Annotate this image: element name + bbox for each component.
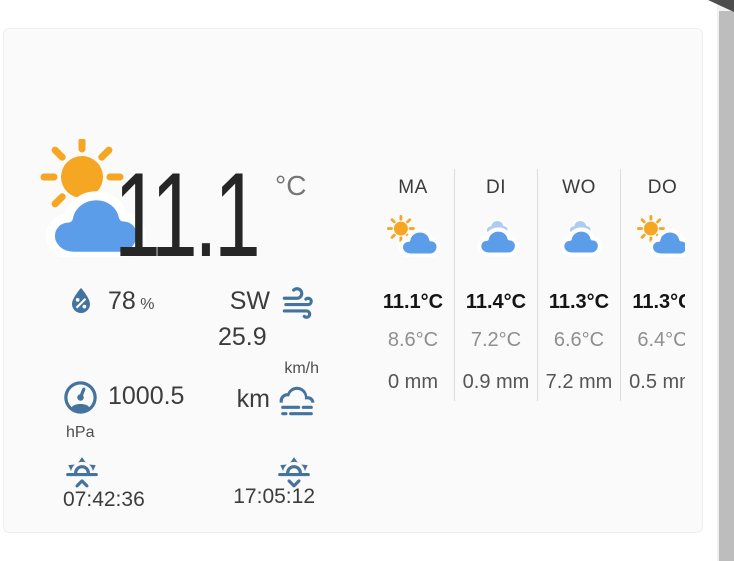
humidity-attribute: 78 %: [108, 287, 155, 316]
forecast-precipitation: 0.9 mm: [462, 371, 530, 393]
water-percent-icon: [63, 283, 99, 319]
current-temperature-unit: °C: [275, 170, 307, 201]
forecast-low-temp: 6.6°C: [553, 329, 605, 351]
forecast-column: MA 11.1°C 8.6°C 0 mm: [372, 169, 455, 401]
forecast-precipitation: 7.2 mm: [545, 371, 613, 393]
forecast-high-temp: 11.4°C: [465, 291, 527, 313]
forecast-precipitation: 0 mm: [388, 371, 438, 393]
forecast-column: WO 11.3°C 6.6°C 7.2 mm: [538, 169, 621, 401]
wind-speed: 25.9: [218, 323, 267, 351]
humidity-unit: %: [140, 296, 155, 313]
gauge-icon: [61, 378, 100, 417]
forecast-high-temp: 11.1°C: [382, 291, 444, 313]
sunrise-icon: [63, 454, 101, 492]
wind-direction: SW: [229, 287, 270, 315]
sunset-icon: [275, 454, 313, 492]
cloudy-icon: [538, 212, 620, 260]
partly-cloudy-icon: [34, 139, 166, 257]
visibility-unit: km: [236, 385, 270, 413]
forecast-day-label: MA: [398, 177, 428, 198]
wind-unit: km/h: [284, 360, 319, 377]
fog-icon: [278, 382, 316, 420]
scrollbar-thumb[interactable]: [719, 11, 734, 561]
sunrise-time: 07:42:36: [63, 488, 145, 511]
sunset-time: 17:05:12: [233, 485, 315, 508]
forecast-column: DO 11.3°C 6.4°C 0.5 mm: [621, 169, 685, 401]
pressure-unit: hPa: [66, 424, 95, 441]
vertical-scrollbar[interactable]: [717, 0, 734, 561]
forecast-precipitation: 0.5 mm: [629, 371, 685, 393]
partly-sunny-icon: [621, 212, 685, 260]
cloudy-icon: [455, 212, 537, 260]
pressure-value: 1000.5: [108, 382, 185, 410]
forecast-day-label: WO: [562, 177, 596, 198]
partly-sunny-icon: [372, 212, 454, 260]
weather-card[interactable]: 11.1 °C 78 % SW 25.9 km/h 1000.5 hPa km: [3, 28, 703, 533]
forecast-day-label: DO: [647, 177, 678, 198]
humidity-value: 78: [108, 287, 136, 315]
forecast-low-temp: 7.2°C: [470, 329, 522, 351]
forecast-section: MA 11.1°C 8.6°C 0 mm DI: [372, 169, 685, 405]
forecast-column: DI 11.4°C 7.2°C 0.9 mm: [455, 169, 538, 401]
forecast-high-temp: 11.3°C: [632, 291, 685, 313]
forecast-low-temp: 8.6°C: [387, 329, 439, 351]
wind-icon: [278, 284, 316, 322]
forecast-day-label: DI: [486, 177, 506, 198]
forecast-low-temp: 6.4°C: [637, 329, 685, 351]
forecast-high-temp: 11.3°C: [548, 291, 610, 313]
current-temperature: 11.1: [114, 148, 261, 282]
